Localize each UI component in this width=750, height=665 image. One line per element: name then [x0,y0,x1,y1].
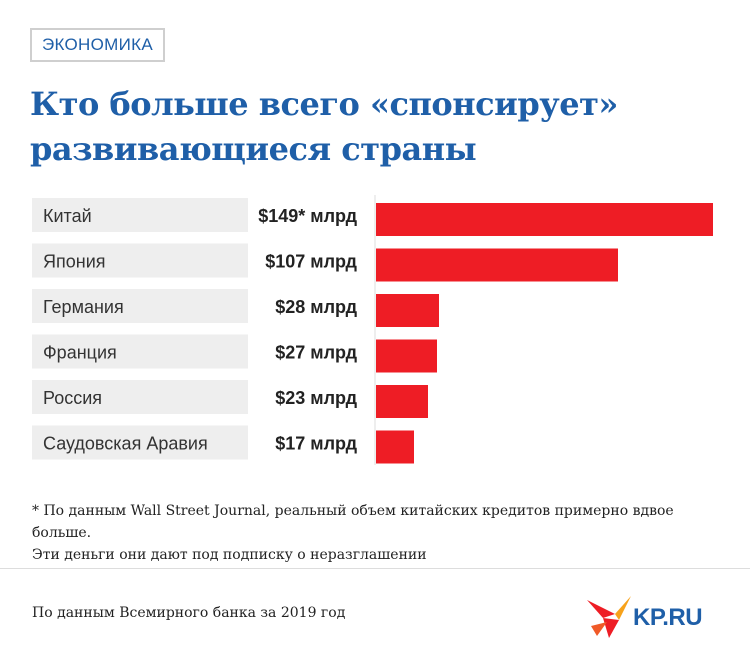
value-label: $27 млрд [275,343,357,363]
category-label-bg [32,243,248,278]
category-label-bg [32,334,248,369]
divider [0,568,750,569]
category-label: Россия [43,388,102,408]
bar [376,339,437,373]
footnote-line-2: Эти деньги они дают под подписку о нераз… [32,547,427,563]
bar [376,203,713,236]
category-label-bg [32,425,248,460]
category-label: Франция [43,343,117,363]
footnote-line-1: * По данным Wall Street Journal, реальны… [32,503,674,541]
category-label-bg [32,380,248,414]
page-title: Кто больше всего «спонсирует» развивающи… [30,85,618,168]
category-label: Германия [43,297,124,317]
bar [376,248,618,282]
bar [376,294,439,327]
category-label-bg [32,198,248,232]
value-label: $28 млрд [275,297,357,317]
value-label: $107 млрд [265,252,357,272]
category-label: Саудовская Аравия [43,434,208,454]
bar [376,430,414,464]
footnote: * По данным Wall Street Journal, реальны… [32,500,732,566]
source-note: По данным Всемирного банка за 2019 год [32,605,346,621]
logo-text: KP.RU [633,604,703,631]
kp-logo[interactable]: KP.RU [585,592,725,642]
category-label: Япония [43,252,106,272]
value-label: $149* млрд [258,206,357,226]
category-label: Китай [43,206,92,226]
category-tag: ЭКОНОМИКА [30,28,165,62]
value-label: $17 млрд [275,434,357,454]
bar [376,385,428,418]
category-label-bg [32,289,248,323]
bird-logo-icon [587,596,631,638]
value-label: $23 млрд [275,388,357,408]
